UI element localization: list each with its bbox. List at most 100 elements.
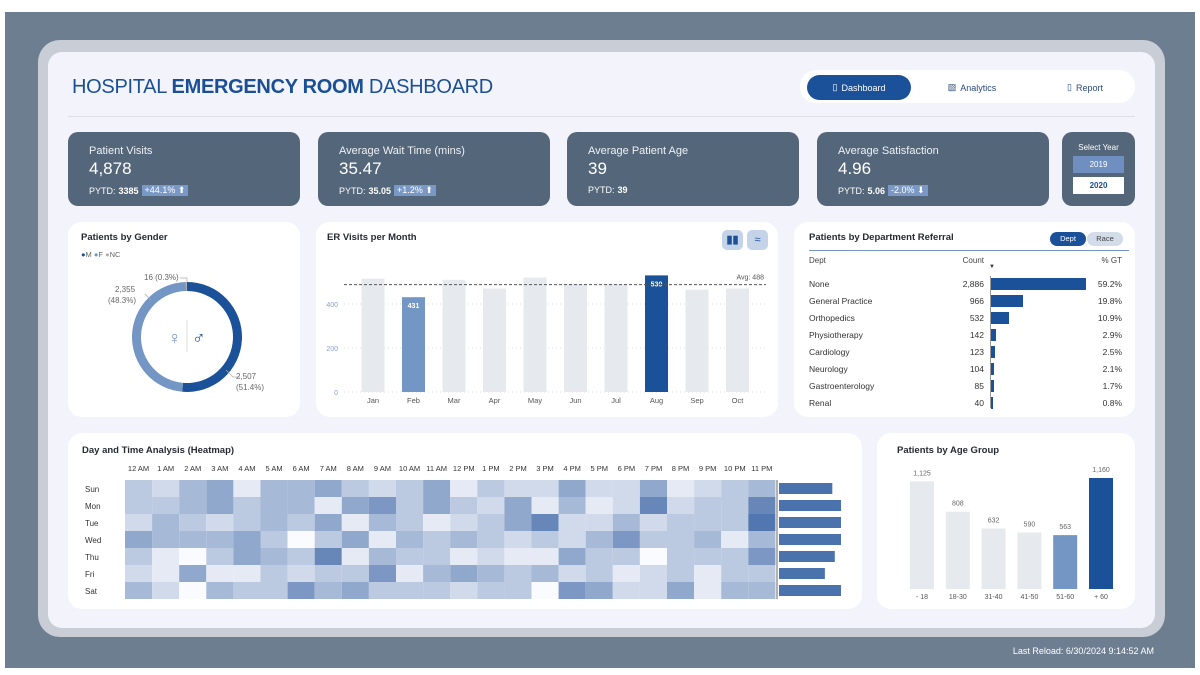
- heatmap-cell: [341, 497, 369, 514]
- hour-label: 6 AM: [293, 464, 310, 473]
- col-header-count[interactable]: Count: [962, 256, 984, 265]
- heatmap-cell: [341, 565, 369, 582]
- heatmap-cell: [694, 531, 722, 548]
- heatmap-cell: [423, 497, 451, 514]
- heatmap-cell: [477, 548, 505, 565]
- heatmap-cell: [206, 480, 234, 497]
- heatmap-cell: [450, 565, 478, 582]
- kpi-value: 4.96: [838, 159, 872, 178]
- heatmap-cell: [368, 548, 396, 565]
- table-row[interactable]: Cardiology 123 2.5%: [794, 345, 1135, 362]
- bar-chart-icon[interactable]: ▮▮: [722, 230, 743, 250]
- bar-Jan: [361, 278, 385, 392]
- heatmap-cell: [287, 565, 315, 582]
- heatmap-cell: [694, 480, 722, 497]
- bar-31-40: [981, 528, 1006, 589]
- heatmap-cell: [179, 497, 207, 514]
- heatmap-cell: [341, 480, 369, 497]
- toggle-dept[interactable]: Dept: [1050, 232, 1086, 246]
- female-icon: ♀: [168, 328, 182, 348]
- heatmap-cell: [694, 497, 722, 514]
- heatmap-cell: [585, 582, 613, 599]
- bar-Jul: [604, 284, 628, 392]
- dept-name: Cardiology: [809, 347, 850, 357]
- table-row[interactable]: Gastroenterology 85 1.7%: [794, 379, 1135, 396]
- x-tick-label: Apr: [489, 396, 501, 405]
- title-part: DASHBOARD: [363, 76, 493, 98]
- bar-Jun: [564, 284, 587, 392]
- heatmap-cell: [179, 582, 207, 599]
- heatmap-cell: [504, 514, 532, 531]
- col-header-dept[interactable]: Dept: [809, 256, 826, 265]
- heatmap-cell: [341, 582, 369, 599]
- heatmap-cell: [558, 480, 586, 497]
- heatmap-cell: [531, 565, 559, 582]
- dept-name: Orthopedics: [809, 313, 855, 323]
- year-option-2020[interactable]: 2020: [1073, 177, 1124, 194]
- heatmap-cell: [585, 480, 613, 497]
- heatmap-cell: [504, 497, 532, 514]
- heatmap-cell: [612, 548, 640, 565]
- table-row[interactable]: Physiotherapy 142 2.9%: [794, 328, 1135, 345]
- heatmap-cell: [694, 514, 722, 531]
- kpi-pytd: PYTD: 3385 +44.1% ⬆: [89, 185, 300, 196]
- dept-pct: 19.8%: [1097, 296, 1122, 306]
- toggle-race[interactable]: Race: [1087, 232, 1123, 246]
- table-row[interactable]: Orthopedics 532 10.9%: [794, 311, 1135, 328]
- y-tick-label: 200: [326, 346, 338, 353]
- card-title: Patients by Gender: [81, 232, 168, 243]
- kpi-value: 4,878: [89, 159, 132, 178]
- table-row[interactable]: None 2,886 59.2%: [794, 277, 1135, 294]
- bar-- 18: [910, 481, 934, 589]
- day-total-bar: [779, 568, 825, 579]
- nav-analytics-button[interactable]: ▧ Analytics: [920, 75, 1024, 100]
- heatmap-cell: [423, 565, 451, 582]
- heatmap-cell: [423, 548, 451, 565]
- heatmap-cell: [260, 548, 288, 565]
- data-label: 563: [1059, 524, 1071, 531]
- average-label: Avg: 488: [736, 275, 764, 282]
- dept-count: 142: [969, 330, 984, 340]
- nav-label: Dashboard: [841, 82, 886, 93]
- table-row[interactable]: Neurology 104 2.1%: [794, 362, 1135, 379]
- heatmap-cell: [423, 531, 451, 548]
- hour-label: 5 PM: [590, 464, 608, 473]
- heatmap-cell: [368, 531, 396, 548]
- heatmap-cell: [341, 548, 369, 565]
- heatmap-cell: [233, 582, 261, 599]
- heatmap-cell: [423, 480, 451, 497]
- bar-41-50: [1017, 532, 1042, 589]
- heatmap-cell: [287, 548, 315, 565]
- year-option-2019[interactable]: 2019: [1073, 156, 1124, 173]
- heatmap-cell: [558, 497, 586, 514]
- pytd-label: PYTD:: [89, 185, 116, 196]
- dept-count: 2,886: [962, 279, 984, 289]
- col-header-pct[interactable]: % GT: [1101, 256, 1122, 265]
- heatmap-cell: [206, 514, 234, 531]
- change-value: +1.2%: [397, 185, 423, 195]
- heatmap-cell: [639, 548, 667, 565]
- hour-label: 12 AM: [128, 464, 149, 473]
- heatmap-cell: [314, 548, 342, 565]
- heatmap-cell: [206, 565, 234, 582]
- bar-Aug: [645, 275, 668, 392]
- dept-name: General Practice: [809, 296, 873, 306]
- heatmap-cell: [748, 480, 776, 497]
- table-row[interactable]: General Practice 966 19.8%: [794, 294, 1135, 311]
- line-chart-icon[interactable]: ≈: [747, 230, 768, 250]
- heatmap-cell: [721, 582, 749, 599]
- heatmap-cell: [287, 497, 315, 514]
- kpi-value: 35.47: [339, 159, 382, 178]
- nav-dashboard-button[interactable]: ▯ Dashboard: [807, 75, 911, 100]
- kpi-change-badge: +1.2% ⬆: [394, 185, 436, 196]
- legend-dot-f: ●: [93, 250, 99, 259]
- data-label: 1,125: [913, 470, 931, 477]
- heatmap-cell: [396, 497, 424, 514]
- heatmap-cell: [179, 548, 207, 565]
- table-row[interactable]: Renal 40 0.8%: [794, 396, 1135, 413]
- heatmap-cell: [450, 514, 478, 531]
- heatmap-cell: [748, 531, 776, 548]
- card-title: ER Visits per Month: [327, 232, 417, 243]
- day-label: Sat: [85, 587, 98, 596]
- nav-report-button[interactable]: ▯ Report: [1033, 75, 1137, 100]
